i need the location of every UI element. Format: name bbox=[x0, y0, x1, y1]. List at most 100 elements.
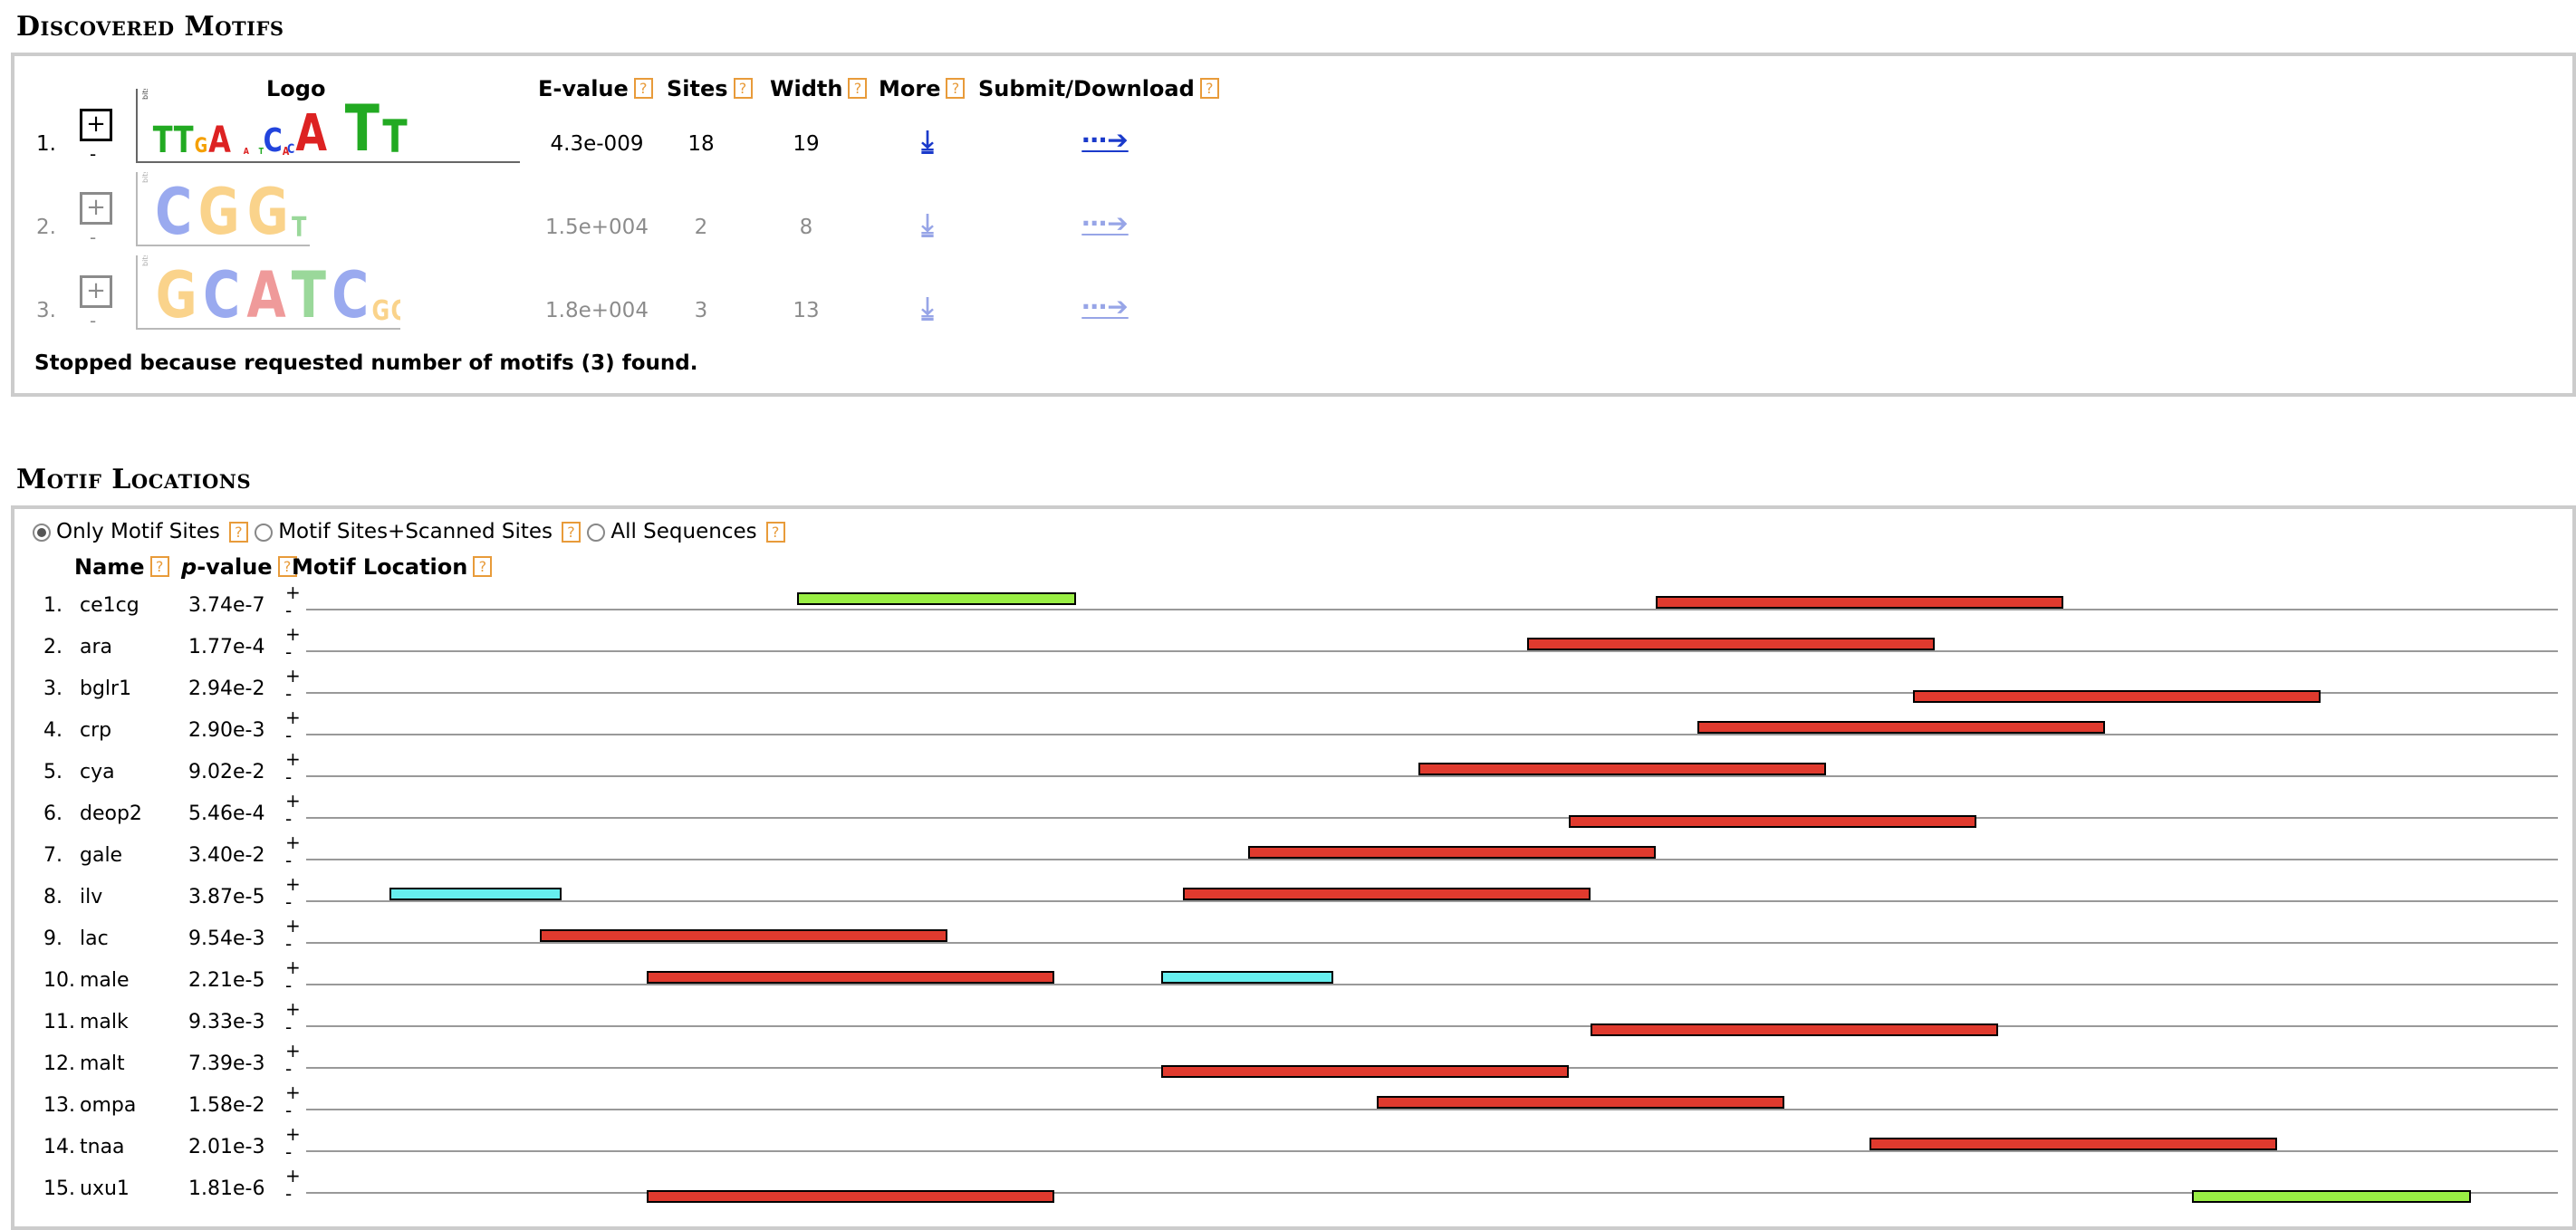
sequence-number: 3. bbox=[43, 677, 62, 700]
evalue-cell: 1.8e+004 bbox=[545, 299, 649, 322]
motif-site-1[interactable] bbox=[1913, 690, 2321, 703]
logo-letter bbox=[230, 143, 243, 156]
motif-site-1[interactable] bbox=[1591, 1023, 1998, 1036]
sequence-line bbox=[306, 859, 2558, 860]
download-arrow-icon[interactable]: ⤓ bbox=[921, 292, 934, 323]
logo-letter: G bbox=[246, 174, 289, 246]
motif-number: 2. bbox=[36, 216, 56, 239]
submit-icon[interactable]: ⋯➔ bbox=[1076, 292, 1134, 322]
motif-site-1[interactable] bbox=[1183, 888, 1591, 900]
expand-button[interactable]: + bbox=[80, 109, 112, 141]
header-width: Width? bbox=[770, 76, 868, 101]
download-arrow-icon[interactable]: ⤓ bbox=[921, 208, 934, 240]
logo-letter: C bbox=[203, 257, 241, 330]
sequence-number: 15. bbox=[43, 1177, 75, 1200]
header-motif-location: Motif Location? bbox=[292, 554, 493, 580]
help-icon[interactable]: ? bbox=[633, 78, 653, 99]
sequence-number: 9. bbox=[43, 927, 62, 950]
help-icon[interactable]: ? bbox=[848, 78, 868, 99]
help-icon[interactable]: ? bbox=[1199, 78, 1219, 99]
motif-site-1[interactable] bbox=[1569, 815, 1976, 828]
help-icon[interactable]: ? bbox=[562, 522, 582, 543]
more-icon[interactable]: ⤓ bbox=[906, 292, 949, 323]
sequence-row: 10. male 2.21e-5 + - bbox=[0, 958, 2576, 1002]
sequence-line bbox=[306, 775, 2558, 777]
motif-site-1[interactable] bbox=[647, 971, 1054, 984]
sequence-line bbox=[306, 1150, 2558, 1152]
collapse-button[interactable]: - bbox=[90, 143, 97, 165]
collapse-button[interactable]: - bbox=[90, 310, 97, 332]
logo-letters: GCATCGGAGAGA bbox=[150, 257, 400, 330]
strand-marker: + - bbox=[285, 998, 301, 1038]
sequence-line bbox=[306, 734, 2558, 735]
sequence-row: 5. cya 9.02e-2 + - bbox=[0, 750, 2576, 793]
motif-site-1[interactable] bbox=[1527, 638, 1935, 650]
help-icon[interactable]: ? bbox=[733, 78, 753, 99]
radio-only-motif-sites[interactable] bbox=[33, 523, 51, 542]
motif-site-1[interactable] bbox=[1418, 763, 1826, 775]
motif-site-1[interactable] bbox=[1656, 596, 2063, 609]
radio-all-sequences[interactable] bbox=[587, 523, 606, 542]
strand-marker: + - bbox=[285, 1165, 301, 1205]
bits-label: bits bbox=[141, 89, 149, 100]
logo-letter: A bbox=[295, 104, 328, 163]
radio-motif-scanned-sites[interactable] bbox=[255, 523, 274, 542]
submit-icon[interactable]: ⋯➔ bbox=[1076, 208, 1134, 238]
help-icon[interactable]: ? bbox=[946, 78, 966, 99]
motif-site-3[interactable] bbox=[797, 592, 1076, 605]
motif-site-1[interactable] bbox=[1161, 1065, 1569, 1078]
more-icon[interactable]: ⤓ bbox=[906, 208, 949, 240]
motif-site-1[interactable] bbox=[1697, 721, 2105, 734]
sequence-number: 10. bbox=[43, 969, 75, 992]
motif-site-2[interactable] bbox=[389, 888, 562, 900]
collapse-button[interactable]: - bbox=[90, 226, 97, 248]
help-icon[interactable]: ? bbox=[473, 556, 493, 577]
sequence-name: deop2 bbox=[80, 802, 142, 825]
help-icon[interactable]: ? bbox=[765, 522, 785, 543]
logo-letter: C bbox=[263, 122, 283, 160]
sequence-pvalue: 3.40e-2 bbox=[188, 844, 265, 867]
width-cell: 13 bbox=[793, 299, 820, 322]
logo-letter: T bbox=[152, 120, 173, 161]
motif-number: 1. bbox=[36, 132, 56, 156]
motif-site-2[interactable] bbox=[1161, 971, 1333, 984]
submit-icon[interactable]: ⋯➔ bbox=[1076, 125, 1134, 155]
download-arrow-icon[interactable]: ⤓ bbox=[921, 125, 934, 157]
sequence-pvalue: 9.02e-2 bbox=[188, 761, 265, 783]
sequence-number: 4. bbox=[43, 719, 62, 742]
sequence-number: 7. bbox=[43, 844, 62, 867]
help-icon[interactable]: ? bbox=[149, 556, 169, 577]
expand-button[interactable]: + bbox=[80, 275, 112, 308]
motif-site-1[interactable] bbox=[647, 1190, 1054, 1203]
sequence-name: ilv bbox=[80, 886, 103, 908]
motif-site-1[interactable] bbox=[540, 929, 947, 942]
logo-letter: G bbox=[371, 294, 390, 327]
width-cell: 19 bbox=[793, 132, 820, 156]
logo-letter: T bbox=[259, 146, 264, 157]
sequence-line bbox=[306, 650, 2558, 652]
strand-marker: + - bbox=[285, 1123, 301, 1163]
header-more: More? bbox=[879, 76, 966, 101]
sequence-number: 1. bbox=[43, 594, 62, 617]
help-icon[interactable]: ? bbox=[228, 522, 248, 543]
dotted-arrow-icon[interactable]: ⋯➔ bbox=[1081, 125, 1129, 155]
logo-letter: A bbox=[246, 257, 286, 330]
motif-site-3[interactable] bbox=[2192, 1190, 2471, 1203]
more-icon[interactable]: ⤓ bbox=[906, 125, 949, 157]
dotted-arrow-icon[interactable]: ⋯➔ bbox=[1081, 208, 1129, 238]
sequence-pvalue: 1.58e-2 bbox=[188, 1094, 265, 1117]
motif-site-1[interactable] bbox=[1870, 1138, 2277, 1150]
strand-marker: + - bbox=[285, 581, 301, 621]
motif-site-1[interactable] bbox=[1377, 1096, 1784, 1109]
logo-letter: T bbox=[344, 91, 380, 163]
motif-site-1[interactable] bbox=[1248, 846, 1656, 859]
expand-button[interactable]: + bbox=[80, 192, 112, 225]
dotted-arrow-icon[interactable]: ⋯➔ bbox=[1081, 292, 1129, 322]
logo-letter: T bbox=[292, 211, 307, 244]
logo-letter: T bbox=[174, 120, 194, 161]
logo-letter: G bbox=[194, 135, 207, 159]
help-icon[interactable]: ? bbox=[277, 556, 297, 577]
